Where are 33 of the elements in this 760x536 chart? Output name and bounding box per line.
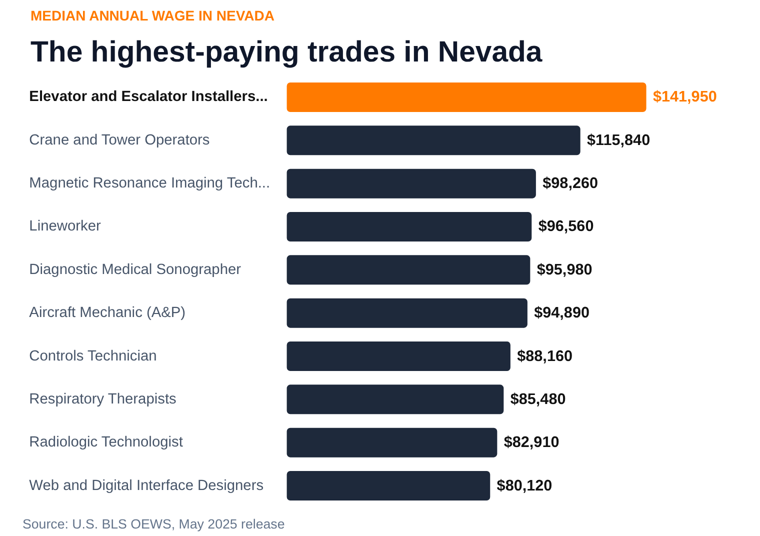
- data-label: $141,950: [652, 88, 717, 106]
- bar: [286, 298, 528, 328]
- bar: [286, 428, 498, 458]
- text: MEDIAN ANNUAL WAGE IN NEVADA: [30, 8, 274, 24]
- data-label: $85,480: [510, 390, 566, 408]
- data-label: $95,980: [536, 261, 592, 278]
- bar: [286, 126, 580, 156]
- data-label: $80,120: [496, 477, 552, 494]
- data-label: $98,260: [542, 175, 598, 192]
- y-tick-label: Crane and Tower Operators: [29, 132, 210, 148]
- y-tick-label: Radiologic Technologist: [29, 434, 183, 451]
- bar: [286, 82, 646, 112]
- y-tick-label: Magnetic Resonance Imaging Tech...: [29, 176, 270, 192]
- y-tick-label: Controls Technician: [29, 348, 157, 364]
- chart-title: The highest-paying trades in Nevada: [30, 36, 543, 68]
- bar: [286, 212, 532, 242]
- y-tick-label: Diagnostic Medical Sonographer: [29, 262, 242, 278]
- y-tick-label: Aircraft Mechanic (A&P): [29, 305, 186, 322]
- y-tick-label: Respiratory Therapists: [29, 391, 176, 408]
- bar: [286, 342, 510, 371]
- data-label: $94,890: [534, 304, 590, 322]
- bar: [286, 384, 504, 414]
- bar: [286, 471, 490, 501]
- data-label: $82,910: [504, 434, 560, 452]
- y-tick-label: Elevator and Escalator Installers...: [29, 89, 268, 106]
- bar: [286, 168, 536, 198]
- bar: [286, 255, 530, 285]
- data-label: $96,560: [538, 218, 594, 236]
- source-note: Source: U.S. BLS OEWS, May 2025 release: [22, 516, 285, 532]
- y-tick-label: Lineworker: [29, 218, 101, 235]
- data-label: $115,840: [587, 132, 650, 149]
- data-label: $88,160: [517, 348, 573, 365]
- y-tick-label: Web and Digital Interface Designers: [29, 478, 264, 494]
